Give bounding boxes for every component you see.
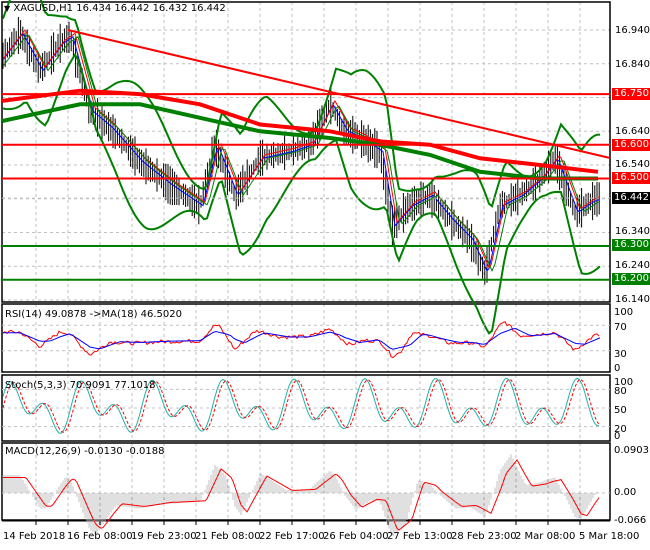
- time-tick: 28 Feb 23:00: [451, 531, 517, 542]
- rsi-ma-line: [3, 328, 601, 350]
- price-tick: 16.340: [615, 226, 650, 237]
- symbol-header: ▼ XAGUSD,H1 16.434 16.442 16.432 16.442: [4, 3, 226, 14]
- rsi-tick: 70: [614, 322, 627, 333]
- time-tick: 19 Feb 23:00: [131, 531, 197, 542]
- price-tick: 16.940: [615, 25, 650, 36]
- rsi-tick: 30: [614, 349, 627, 360]
- time-tick: 27 Feb 13:00: [387, 531, 453, 542]
- macd-tick: -0.066: [614, 515, 647, 526]
- time-tick: 16 Feb 08:00: [67, 531, 133, 542]
- macd-label: MACD(12,26,9) -0.0130 -0.0188: [5, 446, 165, 457]
- pane-border: [1, 303, 611, 373]
- macd-tick: 0.00: [614, 487, 637, 498]
- ma-red-line: [2, 29, 600, 269]
- support-tag: 16.200: [612, 273, 650, 285]
- time-tick: 5 Mar 18:00: [579, 531, 640, 542]
- price-tick: 16.640: [615, 126, 650, 137]
- ma-slow-red: [1, 88, 599, 174]
- price-tick: 16.140: [615, 294, 650, 305]
- ma-fast-line: [2, 32, 600, 272]
- stoch-tick: 80: [614, 386, 627, 397]
- rsi-tick: 100: [614, 307, 634, 318]
- time-tick: 26 Feb 04:00: [323, 531, 389, 542]
- stoch-d-line: [2, 379, 600, 433]
- price-tick: 16.240: [615, 260, 650, 271]
- stoch-tick: 100: [614, 377, 634, 388]
- bollinger-lower: [2, 52, 601, 335]
- trendline: [67, 29, 611, 159]
- pane-border: [1, 442, 611, 521]
- macd-tick: 0.0903: [614, 445, 649, 456]
- current-price-tag: 16.442: [612, 192, 650, 204]
- time-tick: 22 Feb 17:00: [259, 531, 325, 542]
- stoch-tick: 0: [614, 431, 621, 442]
- time-tick: 14 Feb 2018: [3, 531, 66, 542]
- macd-signal-line: [3, 459, 600, 531]
- ohlc-values: 16.434 16.442 16.432 16.442: [76, 3, 226, 14]
- pane-border: [1, 1, 611, 303]
- price-tick: 16.540: [615, 159, 650, 170]
- symbol-label: XAGUSD,H1: [13, 3, 74, 14]
- price-tick: 16.840: [615, 59, 650, 70]
- resistance-tag: 16.750: [612, 88, 650, 100]
- rsi-tick: 0: [614, 363, 621, 374]
- rsi-line: [2, 321, 600, 359]
- bollinger-mid: [2, 33, 601, 273]
- dropdown-triangle-icon[interactable]: ▼: [4, 4, 11, 13]
- time-tick: 2 Mar 08:00: [515, 531, 576, 542]
- resistance-tag: 16.500: [612, 172, 650, 184]
- ma-slow-green: [1, 102, 598, 181]
- resistance-tag: 16.600: [612, 139, 650, 151]
- stoch-tick: 20: [614, 424, 627, 435]
- rsi-label: RSI(14) 49.0878 ->MA(18) 46.5020: [5, 309, 182, 320]
- time-tick: 21 Feb 08:00: [195, 531, 261, 542]
- stoch-tick: 50: [614, 405, 627, 416]
- stoch-label: Stoch(5,3,3) 70.9091 77.1018: [5, 380, 156, 391]
- support-tag: 16.300: [612, 239, 650, 251]
